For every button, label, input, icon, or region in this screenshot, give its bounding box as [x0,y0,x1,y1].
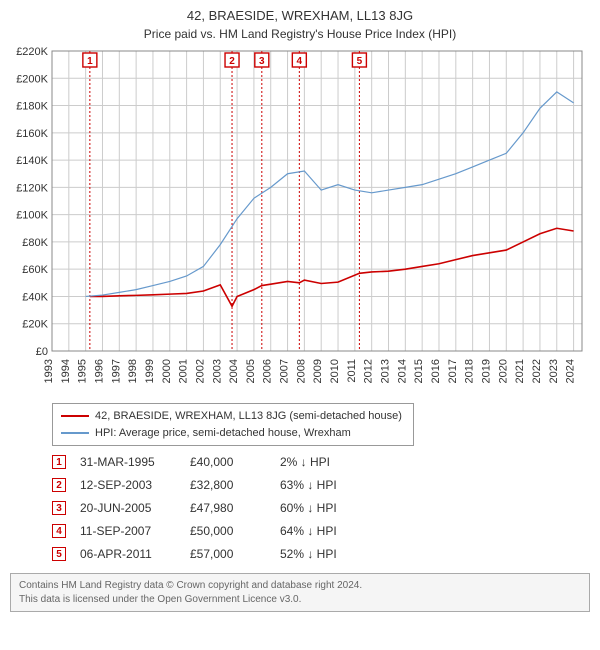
chart-title: 42, BRAESIDE, WREXHAM, LL13 8JG [10,8,590,23]
svg-text:2023: 2023 [548,359,560,383]
legend-label: 42, BRAESIDE, WREXHAM, LL13 8JG (semi-de… [95,408,402,425]
svg-text:1998: 1998 [127,359,139,383]
event-price: £47,980 [190,496,280,519]
svg-text:2018: 2018 [464,359,476,383]
svg-text:3: 3 [259,56,265,67]
svg-text:2012: 2012 [363,359,375,383]
svg-text:£0: £0 [36,346,48,358]
chart-container: 42, BRAESIDE, WREXHAM, LL13 8JG Price pa… [0,0,600,565]
event-hpi-delta: 63% ↓ HPI [280,473,351,496]
svg-text:2010: 2010 [329,359,341,383]
event-marker-icon: 5 [52,547,66,561]
event-price: £40,000 [190,450,280,473]
event-row: 3 20-JUN-2005£47,98060% ↓ HPI [52,496,351,519]
event-hpi-delta: 60% ↓ HPI [280,496,351,519]
svg-text:2014: 2014 [396,359,408,383]
svg-text:2009: 2009 [312,359,324,383]
event-row: 1 31-MAR-1995£40,0002% ↓ HPI [52,450,351,473]
svg-text:£100K: £100K [16,210,48,222]
svg-text:1994: 1994 [60,359,72,383]
event-date: 31-MAR-1995 [80,450,190,473]
legend-label: HPI: Average price, semi-detached house,… [95,425,351,442]
svg-text:4: 4 [297,56,303,67]
event-hpi-delta: 52% ↓ HPI [280,542,351,565]
svg-text:2006: 2006 [262,359,274,383]
event-price: £50,000 [190,519,280,542]
footer-line-1: Contains HM Land Registry data © Crown c… [19,579,581,593]
svg-text:1996: 1996 [93,359,105,383]
svg-text:£40K: £40K [22,291,48,303]
svg-text:1: 1 [87,56,93,67]
svg-text:2015: 2015 [413,359,425,383]
svg-text:£20K: £20K [22,319,48,331]
svg-text:2000: 2000 [161,359,173,383]
event-date: 11-SEP-2007 [80,519,190,542]
svg-text:2007: 2007 [279,359,291,383]
svg-text:2: 2 [229,56,235,67]
svg-text:2013: 2013 [380,359,392,383]
event-marker-icon: 3 [52,501,66,515]
event-date: 12-SEP-2003 [80,473,190,496]
chart-svg: £0 £20K £40K £60K £80K £100K £120K £140K £160K £1… [10,47,590,397]
plot-area: £0 £20K £40K £60K £80K £100K £120K £140K £160K £1… [10,47,590,397]
svg-text:1997: 1997 [110,359,122,383]
legend: 42, BRAESIDE, WREXHAM, LL13 8JG (semi-de… [52,403,414,446]
event-price: £57,000 [190,542,280,565]
svg-text:£120K: £120K [16,182,48,194]
svg-text:2017: 2017 [447,359,459,383]
svg-text:2003: 2003 [211,359,223,383]
event-marker-icon: 1 [52,455,66,469]
svg-text:2008: 2008 [295,359,307,383]
event-marker-icon: 2 [52,478,66,492]
events-table: 131-MAR-1995£40,0002% ↓ HPI212-SEP-2003£… [52,450,351,565]
svg-text:2019: 2019 [480,359,492,383]
footer-attribution: Contains HM Land Registry data © Crown c… [10,573,590,612]
legend-item: HPI: Average price, semi-detached house,… [61,425,405,442]
svg-text:£180K: £180K [16,101,48,113]
svg-text:2024: 2024 [565,359,577,383]
svg-text:£60K: £60K [22,264,48,276]
svg-text:2011: 2011 [346,359,358,383]
event-row: 4 11-SEP-2007£50,00064% ↓ HPI [52,519,351,542]
svg-text:£220K: £220K [16,47,48,58]
event-price: £32,800 [190,473,280,496]
svg-text:5: 5 [357,56,363,67]
event-marker-icon: 4 [52,524,66,538]
svg-text:2020: 2020 [497,359,509,383]
svg-text:2004: 2004 [228,359,240,383]
svg-text:2022: 2022 [531,359,543,383]
legend-item: 42, BRAESIDE, WREXHAM, LL13 8JG (semi-de… [61,408,405,425]
svg-text:£80K: £80K [22,237,48,249]
event-date: 20-JUN-2005 [80,496,190,519]
svg-text:2016: 2016 [430,359,442,383]
event-row: 5 06-APR-2011£57,00052% ↓ HPI [52,542,351,565]
svg-text:2021: 2021 [514,359,526,383]
svg-text:2005: 2005 [245,359,257,383]
chart-subtitle: Price paid vs. HM Land Registry's House … [10,27,590,41]
svg-text:2002: 2002 [194,359,206,383]
legend-swatch [61,432,89,434]
event-hpi-delta: 2% ↓ HPI [280,450,351,473]
footer-line-2: This data is licensed under the Open Gov… [19,593,581,607]
svg-text:£160K: £160K [16,128,48,140]
event-date: 06-APR-2011 [80,542,190,565]
svg-text:1995: 1995 [77,359,89,383]
svg-text:£140K: £140K [16,155,48,167]
event-row: 2 12-SEP-2003£32,80063% ↓ HPI [52,473,351,496]
svg-text:1993: 1993 [43,359,55,383]
svg-text:1999: 1999 [144,359,156,383]
svg-text:£200K: £200K [16,73,48,85]
legend-swatch [61,415,89,417]
svg-text:2001: 2001 [178,359,190,383]
event-hpi-delta: 64% ↓ HPI [280,519,351,542]
